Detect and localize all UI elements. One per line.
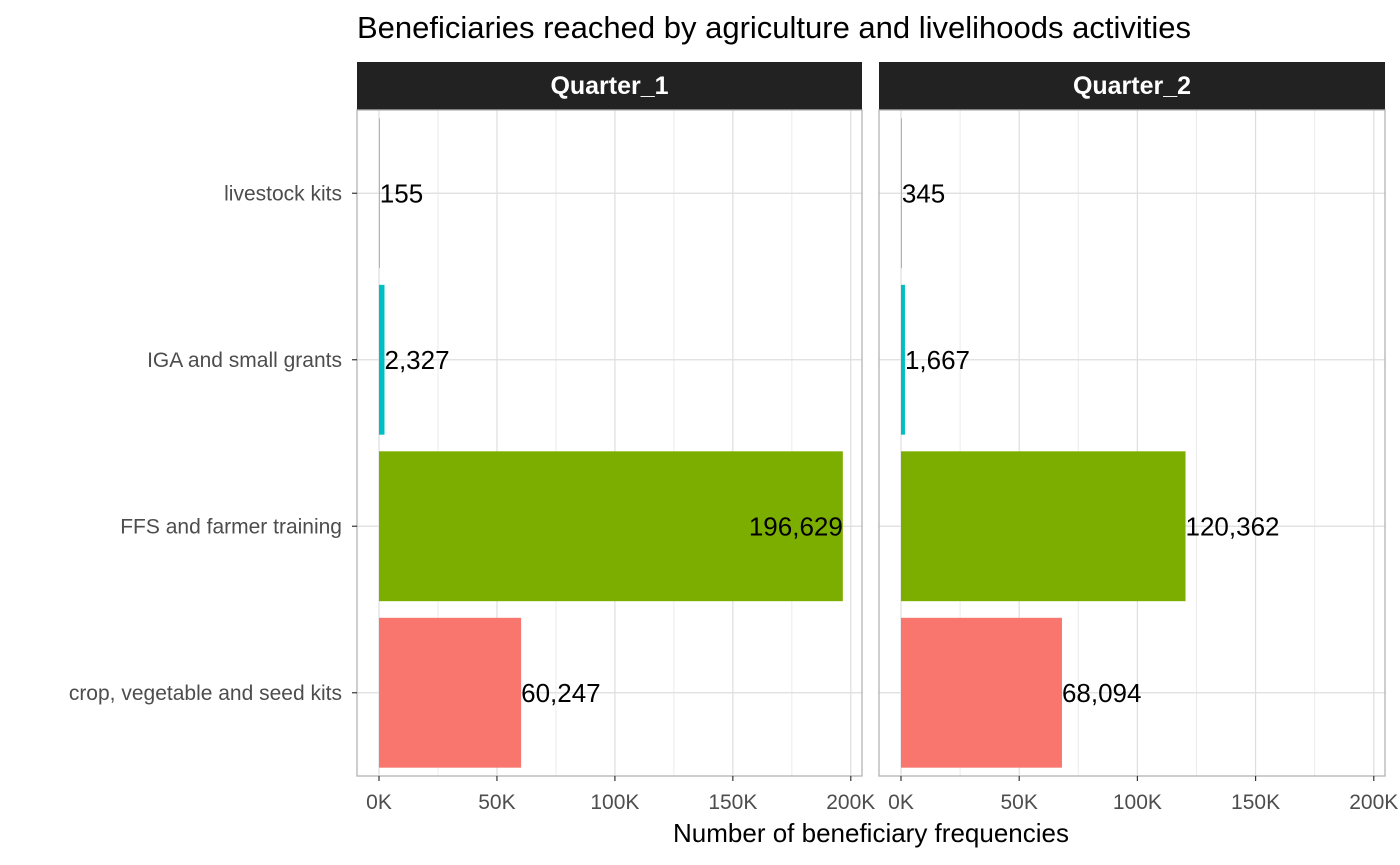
x-tick-label: 100K: [1113, 791, 1162, 814]
y-tick-label: FFS and farmer training: [120, 515, 342, 538]
x-tick-label: 50K: [478, 791, 515, 814]
bar-quarter-1-crop-vegetable-and-seed-kits: [379, 617, 522, 768]
value-label: 2,327: [384, 345, 449, 375]
y-tick-label: crop, vegetable and seed kits: [69, 682, 342, 705]
x-tick-label: 200K: [826, 791, 875, 814]
value-label: 120,362: [1186, 511, 1280, 541]
bar-quarter-2-crop-vegetable-and-seed-kits: [901, 617, 1062, 768]
y-tick-label: livestock kits: [224, 182, 342, 205]
value-label: 345: [902, 178, 945, 208]
value-label: 196,629: [749, 511, 843, 541]
x-tick-label: 150K: [1231, 791, 1280, 814]
bar-quarter-2-iga-and-small-grants: [901, 284, 905, 435]
x-tick-label: 200K: [1349, 791, 1398, 814]
y-tick-label: IGA and small grants: [147, 349, 342, 372]
x-tick-label: 50K: [1001, 791, 1038, 814]
panel-border: [878, 109, 1386, 777]
x-tick-label: 150K: [708, 791, 757, 814]
panel-border: [356, 109, 863, 777]
bar-quarter-2-livestock-kits: [901, 118, 902, 269]
chart-title: Beneficiaries reached by agriculture and…: [357, 10, 1192, 45]
bar-quarter-1-livestock-kits: [379, 118, 380, 269]
bar-quarter-1-iga-and-small-grants: [379, 284, 385, 435]
x-tick-label: 0K: [888, 791, 914, 814]
value-label: 1,667: [905, 345, 970, 375]
bar-quarter-2-ffs-and-farmer-training: [901, 451, 1186, 602]
facet-strip-quarter-1: Quarter_1: [357, 62, 862, 110]
x-tick-label: 100K: [590, 791, 639, 814]
x-tick-label: 0K: [366, 791, 392, 814]
value-label: 155: [380, 178, 423, 208]
x-axis-label: Number of beneficiary frequencies: [673, 818, 1069, 848]
facet-strip-quarter-2: Quarter_2: [879, 62, 1385, 110]
value-label: 60,247: [521, 678, 601, 708]
value-label: 68,094: [1062, 678, 1142, 708]
bar-quarter-1-ffs-and-farmer-training: [379, 451, 843, 602]
